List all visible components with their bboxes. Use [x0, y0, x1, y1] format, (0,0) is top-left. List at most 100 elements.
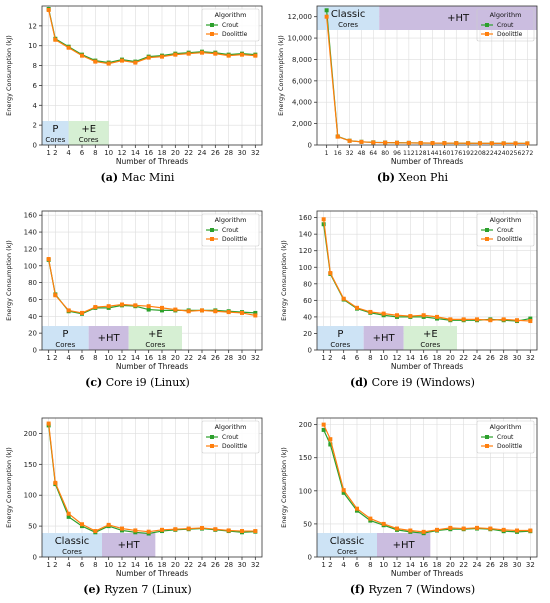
band-label-c-2: +E [148, 329, 163, 340]
legend-title-b: Algorithm [490, 11, 522, 19]
xtick-label-d-15: 30 [513, 354, 522, 362]
point-a-doolittle-12 [200, 50, 204, 55]
point-c-doolittle-1 [53, 293, 58, 298]
band-label-e-0: Classic [55, 536, 90, 547]
caption-f: (f) Ryzen 7 (Windows) [275, 583, 550, 596]
band-a-1 [68, 121, 109, 145]
legend-swatch-marker-f-0 [485, 435, 489, 439]
xtick-label-d-8: 16 [419, 354, 428, 362]
point-d-doolittle-13 [488, 318, 493, 323]
caption-text-e: Ryzen 7 (Linux) [104, 583, 192, 596]
series-line-c-doolittle [48, 258, 256, 317]
point-c-crout-9 [160, 308, 164, 313]
legend-swatch-marker-e-0 [210, 435, 214, 439]
band-sublabel-a-1: Cores [79, 136, 99, 144]
band-label-d-2: +E [423, 329, 438, 340]
legend-title-f: Algorithm [490, 423, 522, 431]
xtick-label-a-6: 12 [118, 149, 127, 157]
point-a-doolittle-9 [160, 54, 164, 59]
point-e-doolittle-4 [93, 529, 98, 534]
xtick-label-b-15: 240 [498, 150, 510, 157]
legend-swatch-marker-d-1 [485, 237, 489, 241]
point-c-doolittle-12 [200, 308, 204, 313]
point-b-doolittle-2 [347, 138, 352, 143]
xtick-label-e-16: 32 [251, 561, 260, 569]
band-d-2 [403, 326, 457, 350]
xtick-label-c-14: 28 [224, 354, 233, 362]
point-e-doolittle-10 [173, 527, 178, 532]
point-d-doolittle-14 [501, 317, 506, 322]
caption-e: (e) Ryzen 7 (Linux) [0, 583, 275, 596]
point-c-doolittle-16 [253, 313, 258, 318]
point-b-doolittle-15 [501, 141, 506, 146]
ytick-label-c-2: 40 [28, 313, 37, 321]
xtick-label-a-13: 26 [211, 149, 220, 157]
band-label-a-0: P [52, 124, 58, 135]
point-d-doolittle-0 [321, 217, 326, 222]
point-a-doolittle-2 [66, 45, 71, 50]
xtick-label-f-4: 8 [368, 561, 372, 569]
xtick-label-e-11: 22 [184, 561, 193, 569]
ytick-label-d-6: 120 [299, 247, 312, 255]
point-b-doolittle-3 [359, 139, 364, 144]
point-b-doolittle-11 [454, 141, 459, 146]
point-f-doolittle-10 [448, 525, 453, 530]
point-a-doolittle-0 [46, 7, 51, 12]
point-c-doolittle-5 [106, 304, 111, 309]
legend-box-b [476, 8, 535, 42]
legend-title-c: Algorithm [215, 216, 247, 224]
point-a-doolittle-11 [186, 51, 191, 56]
xtick-label-b-10: 160 [439, 150, 451, 157]
xtick-label-e-4: 8 [93, 561, 97, 569]
caption-a: (a) Mac Mini [0, 171, 275, 184]
series-line-c-crout [48, 259, 256, 315]
point-c-doolittle-15 [240, 310, 244, 315]
point-e-doolittle-13 [213, 527, 218, 532]
point-a-doolittle-13 [213, 51, 218, 56]
xtick-label-d-13: 26 [486, 354, 495, 362]
xtick-label-a-16: 32 [251, 149, 260, 157]
point-d-doolittle-15 [515, 318, 519, 323]
ytick-label-b-5: 10,000 [288, 35, 313, 43]
point-a-doolittle-14 [226, 53, 231, 58]
xtick-label-e-7: 14 [131, 561, 140, 569]
xtick-label-d-11: 22 [459, 354, 468, 362]
band-c-0 [42, 326, 89, 350]
xtick-label-f-7: 14 [406, 561, 415, 569]
band-f-1 [377, 533, 431, 557]
caption-d: (d) Core i9 (Windows) [275, 376, 550, 389]
xtick-label-e-6: 12 [118, 561, 127, 569]
ytick-label-f-3: 150 [299, 454, 312, 462]
ytick-label-c-8: 160 [24, 212, 37, 220]
plot-frame-c [41, 210, 263, 351]
xtick-label-d-12: 24 [473, 354, 482, 362]
point-a-doolittle-10 [173, 52, 178, 57]
xtick-label-f-12: 24 [473, 561, 482, 569]
point-a-doolittle-6 [120, 58, 124, 63]
xtick-label-a-11: 22 [184, 149, 193, 157]
legend-box-d [476, 213, 535, 247]
ytick-label-d-2: 40 [303, 313, 312, 321]
xtick-label-f-11: 22 [459, 561, 468, 569]
caption-text-a: Mac Mini [121, 171, 175, 184]
xtick-label-b-9: 144 [427, 150, 439, 157]
chart-panel-e: Classic Cores +HT 0 50 100 150 200 1 2 4 6 8 10 12 14 16… [0, 412, 275, 578]
band-f-0 [317, 533, 377, 557]
band-a-0 [42, 121, 69, 145]
point-b-doolittle-0 [324, 14, 329, 19]
legend-label-d-1: Doolittle [497, 236, 523, 243]
point-b-doolittle-10 [442, 141, 447, 146]
xtick-label-e-1: 2 [53, 561, 57, 569]
point-c-doolittle-4 [93, 305, 98, 310]
point-d-doolittle-11 [461, 317, 466, 322]
point-b-doolittle-5 [383, 140, 388, 145]
xtick-label-e-15: 30 [238, 561, 247, 569]
legend-box-e [201, 420, 260, 454]
ytick-label-b-2: 4,000 [292, 99, 312, 107]
legend-label-d-0: Crout [497, 227, 514, 234]
point-f-doolittle-6 [395, 526, 399, 531]
xtick-label-f-8: 16 [419, 561, 428, 569]
legend-label-c-0: Crout [222, 227, 239, 234]
ytick-label-c-0: 0 [33, 347, 37, 355]
